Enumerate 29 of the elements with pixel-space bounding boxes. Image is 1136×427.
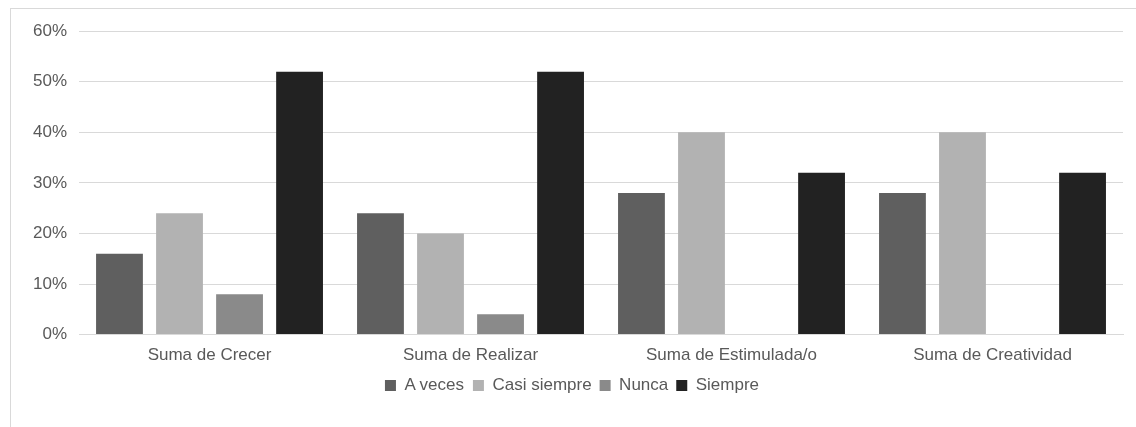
legend-label: A veces — [404, 375, 464, 395]
legend-label: Nunca — [619, 375, 669, 395]
bar — [939, 132, 986, 335]
bar — [156, 213, 203, 335]
y-tick-label: 10% — [32, 273, 68, 293]
bar — [216, 294, 263, 335]
y-tick-label: 30% — [32, 172, 68, 192]
x-tick-label: Suma de Creatividad — [913, 345, 1072, 365]
bar — [96, 253, 143, 335]
legend-label: Casi siempre — [492, 375, 592, 395]
y-tick-label: 0% — [42, 324, 68, 344]
bar — [1059, 172, 1106, 335]
bar — [618, 193, 665, 335]
bar — [276, 71, 323, 335]
x-tick-label: Suma de Realizar — [402, 345, 539, 365]
bar — [798, 172, 845, 335]
bar — [537, 71, 584, 335]
bar — [417, 233, 464, 335]
bar — [879, 193, 926, 335]
y-tick-label: 20% — [32, 223, 68, 243]
y-tick-label: 50% — [32, 71, 68, 91]
x-tick-label: Suma de Crecer — [147, 345, 272, 365]
legend-label: Siempre — [695, 375, 760, 395]
bar — [477, 314, 524, 335]
bar — [357, 213, 404, 335]
x-tick-label: Suma de Estimulada/o — [645, 345, 818, 365]
y-tick-label: 60% — [32, 20, 68, 40]
bar — [678, 132, 725, 335]
y-tick-label: 40% — [32, 122, 68, 142]
